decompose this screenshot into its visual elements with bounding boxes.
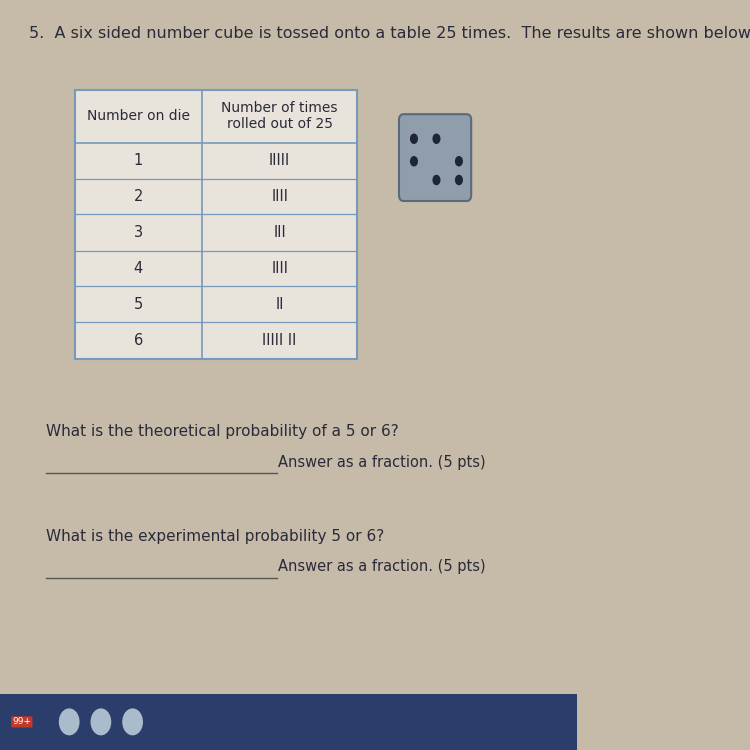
Text: 4: 4 <box>134 261 143 276</box>
Text: 3: 3 <box>134 225 143 240</box>
Circle shape <box>58 708 80 735</box>
Text: IIIII II: IIIII II <box>262 333 297 348</box>
Text: IIIII: IIIII <box>269 153 290 168</box>
Circle shape <box>455 156 463 166</box>
Text: Answer as a fraction. (5 pts): Answer as a fraction. (5 pts) <box>278 454 486 470</box>
Text: 6: 6 <box>134 333 143 348</box>
Circle shape <box>455 175 463 185</box>
Circle shape <box>91 708 111 735</box>
Text: III: III <box>273 225 286 240</box>
Text: IIII: IIII <box>272 189 288 204</box>
Text: IIII: IIII <box>272 261 288 276</box>
Text: Answer as a fraction. (5 pts): Answer as a fraction. (5 pts) <box>278 560 486 574</box>
Text: 99+: 99+ <box>13 717 32 726</box>
Text: Number on die: Number on die <box>87 110 190 123</box>
Text: II: II <box>275 297 284 312</box>
Text: 2: 2 <box>134 189 143 204</box>
Circle shape <box>410 156 418 166</box>
Circle shape <box>433 134 440 144</box>
Text: What is the theoretical probability of a 5 or 6?: What is the theoretical probability of a… <box>46 424 399 439</box>
Text: What is the experimental probability 5 or 6?: What is the experimental probability 5 o… <box>46 529 384 544</box>
Text: 5.  A six sided number cube is tossed onto a table 25 times.  The results are sh: 5. A six sided number cube is tossed ont… <box>28 26 750 41</box>
FancyBboxPatch shape <box>399 114 471 201</box>
Circle shape <box>122 708 143 735</box>
Circle shape <box>410 134 418 144</box>
Circle shape <box>433 175 440 185</box>
Text: 1: 1 <box>134 153 143 168</box>
Bar <box>75 90 358 358</box>
Text: 5: 5 <box>134 297 143 312</box>
Bar <box>0 694 577 750</box>
Text: Number of times
rolled out of 25: Number of times rolled out of 25 <box>221 101 338 131</box>
